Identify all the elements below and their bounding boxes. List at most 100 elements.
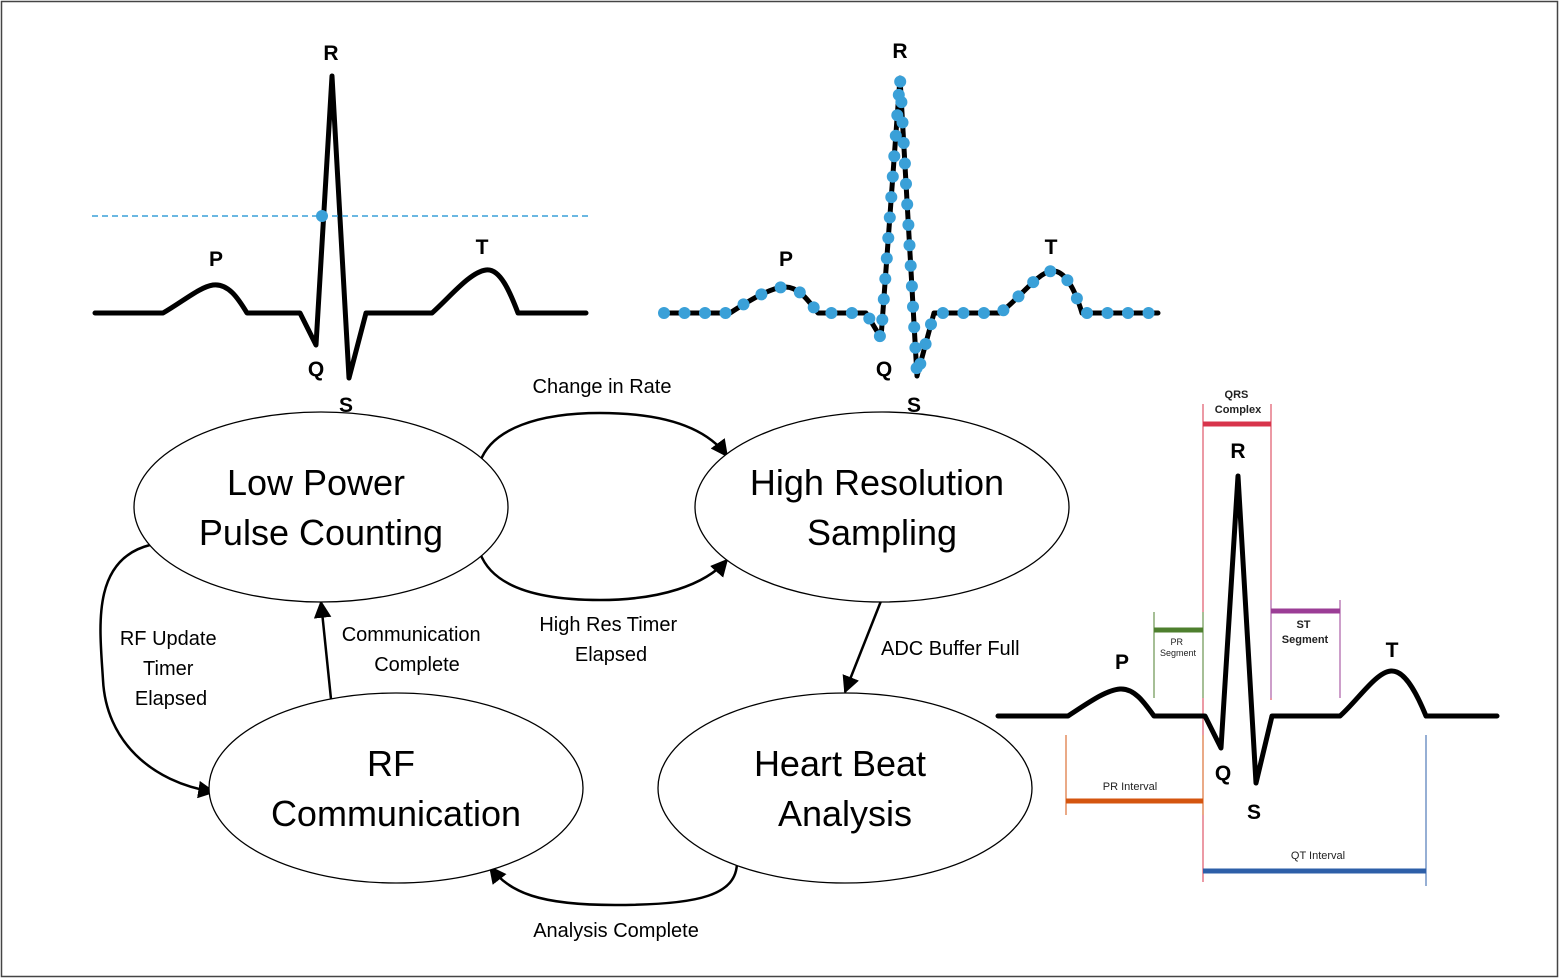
sample-dot bbox=[904, 259, 917, 272]
sample-dot bbox=[1061, 274, 1074, 287]
ecg-waveform-annotated: R P T Q S QRS Complex PR Segment ST Segm… bbox=[995, 389, 1500, 886]
sample-dot bbox=[699, 307, 711, 319]
state-label: RF Communication bbox=[271, 743, 521, 834]
center-q-label: Q bbox=[876, 358, 892, 381]
qt-interval-label: QT Interval bbox=[1291, 850, 1345, 862]
state-ellipse bbox=[694, 411, 1070, 603]
state-label: Low Power Pulse Counting bbox=[199, 462, 443, 553]
state-label: High Resolution Sampling bbox=[750, 462, 1014, 553]
sample-dot bbox=[900, 177, 912, 190]
left-s-label: S bbox=[339, 394, 353, 417]
sample-dot bbox=[825, 307, 838, 319]
sample-dot bbox=[877, 293, 890, 306]
sample-dot bbox=[879, 272, 892, 285]
sample-dot bbox=[908, 321, 921, 334]
edge-communication-complete bbox=[313, 600, 333, 700]
right-s-label: S bbox=[1247, 801, 1261, 824]
center-p-label: P bbox=[779, 248, 793, 271]
sample-dot bbox=[1101, 307, 1114, 319]
label-analysis-complete: Analysis Complete bbox=[533, 920, 699, 942]
sample-dot bbox=[902, 218, 915, 231]
sample-dot bbox=[997, 304, 1010, 317]
ecg-waveform-sampled: R P T Q S bbox=[658, 40, 1161, 417]
sample-dot bbox=[863, 312, 876, 325]
edge-high-res-timer bbox=[478, 552, 729, 602]
state-ellipse bbox=[657, 692, 1033, 884]
sample-dot bbox=[737, 298, 750, 311]
sample-dot bbox=[1044, 265, 1057, 278]
sample-dot bbox=[901, 198, 914, 211]
sample-dot bbox=[895, 96, 908, 109]
sample-dot bbox=[1070, 292, 1083, 305]
sample-dot bbox=[888, 150, 901, 163]
state-ellipse bbox=[208, 692, 584, 884]
pr-segment-label: PR Segment bbox=[1160, 637, 1197, 658]
sample-dot bbox=[1027, 276, 1040, 289]
right-r-label: R bbox=[1230, 440, 1245, 463]
sample-dot bbox=[807, 301, 820, 314]
left-r-label: R bbox=[323, 42, 338, 65]
pr-interval-label: PR Interval bbox=[1103, 781, 1157, 793]
threshold-crossing-dot bbox=[316, 210, 328, 222]
sample-dot bbox=[658, 307, 670, 319]
label-adc-buffer-full: ADC Buffer Full bbox=[881, 638, 1020, 660]
st-segment-label: ST Segment bbox=[1282, 619, 1329, 646]
edge-change-in-rate bbox=[478, 411, 729, 463]
sample-dot bbox=[880, 252, 893, 265]
state-label: Heart Beat Analysis bbox=[754, 743, 936, 834]
sample-dot bbox=[897, 137, 910, 149]
label-change-in-rate: Change in Rate bbox=[533, 376, 672, 398]
sample-dot bbox=[1081, 307, 1093, 319]
state-ellipse bbox=[133, 411, 509, 603]
sample-dot bbox=[889, 129, 902, 142]
label-rf-update-timer: RF Update Timer Elapsed bbox=[120, 628, 222, 710]
sample-dot bbox=[1142, 307, 1155, 319]
sample-dot bbox=[719, 307, 732, 319]
right-t-label: T bbox=[1386, 639, 1399, 662]
sample-dot bbox=[774, 281, 787, 294]
edge-rf-update-timer bbox=[99, 543, 216, 799]
center-t-label: T bbox=[1045, 236, 1058, 259]
sample-dot bbox=[936, 307, 949, 319]
sample-dot bbox=[909, 341, 922, 354]
sample-dot bbox=[882, 232, 895, 244]
label-communication-complete: Communication Complete bbox=[342, 624, 487, 676]
state-low-power-pulse-counting: Low Power Pulse Counting bbox=[133, 411, 509, 603]
right-q-label: Q bbox=[1215, 762, 1231, 785]
edge-adc-buffer-full bbox=[842, 600, 883, 694]
left-t-label: T bbox=[476, 236, 489, 259]
qrs-complex-label: QRS Complex bbox=[1215, 389, 1262, 416]
sample-dot bbox=[755, 288, 768, 301]
edge-analysis-complete bbox=[488, 861, 739, 907]
sample-dot bbox=[898, 157, 911, 170]
sample-dots bbox=[658, 75, 1155, 375]
sample-dot bbox=[793, 286, 806, 299]
sample-dot bbox=[896, 116, 909, 129]
sample-dot bbox=[1012, 290, 1025, 303]
sample-dot bbox=[905, 280, 918, 293]
sample-dot bbox=[919, 338, 932, 350]
left-p-label: P bbox=[209, 248, 223, 271]
sample-dot bbox=[885, 191, 898, 204]
ecg-trace-right bbox=[995, 473, 1500, 786]
sample-dot bbox=[873, 330, 886, 343]
label-high-res-timer: High Res Timer Elapsed bbox=[539, 614, 682, 666]
sample-dot bbox=[845, 307, 858, 319]
sample-dot bbox=[894, 75, 907, 88]
sample-dot bbox=[903, 239, 916, 252]
state-heart-beat-analysis: Heart Beat Analysis bbox=[657, 692, 1033, 884]
right-p-label: P bbox=[1115, 651, 1129, 674]
sample-dot bbox=[914, 357, 927, 370]
ecg-waveform-threshold: R P T Q S bbox=[92, 42, 589, 417]
sample-dot bbox=[977, 307, 990, 319]
center-r-label: R bbox=[892, 40, 907, 63]
center-s-label: S bbox=[907, 394, 921, 417]
left-q-label: Q bbox=[308, 358, 324, 381]
state-high-resolution-sampling: High Resolution Sampling bbox=[694, 411, 1070, 603]
sample-dot bbox=[957, 307, 970, 319]
sample-dot bbox=[907, 300, 919, 313]
ecg-trace-left bbox=[92, 73, 589, 381]
